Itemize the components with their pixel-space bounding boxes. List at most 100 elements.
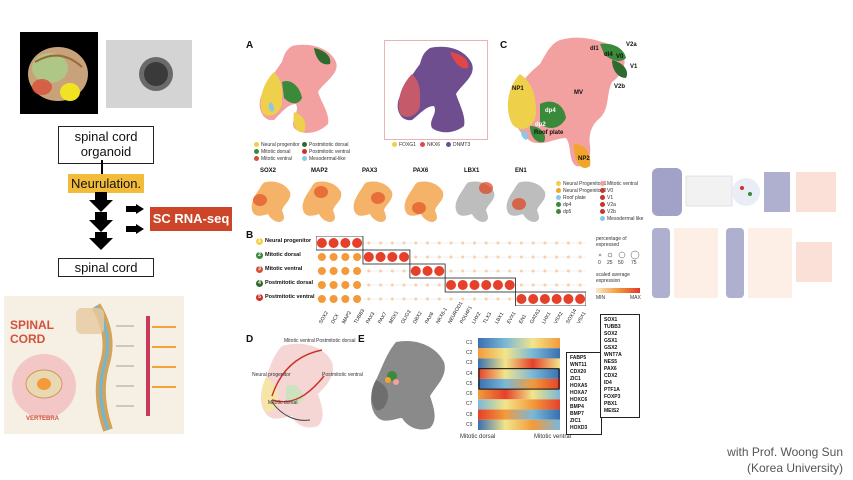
dotplot-dot: [402, 269, 406, 273]
organoid-3d-image: [20, 32, 98, 114]
dotplot-legend-title: percentage of expressed: [596, 236, 627, 248]
gene-list-item: BMP7: [570, 411, 584, 417]
feature-gene-label: PAX6: [413, 168, 429, 174]
row-number-badge: 2: [256, 252, 263, 259]
heatmap-highlight-box: [478, 368, 560, 390]
dotplot-col-label: TLX3: [482, 311, 494, 325]
gene-list-item: ID4: [604, 380, 612, 386]
credit-line-1: with Prof. Woong Sun: [727, 445, 843, 459]
cluster-v2b: V2b: [614, 84, 626, 90]
dotplot-dot: [461, 269, 465, 273]
dotplot-dot: [426, 283, 430, 287]
dotplot-row-label: 1 Neural progenitor: [256, 238, 311, 245]
heatmap-row: [478, 409, 560, 420]
dotplot-dot: [543, 241, 547, 245]
dotplot-dot: [578, 283, 582, 287]
gene-list-item: TUBB3: [604, 324, 621, 330]
dotplot-col-label: TUBB3: [353, 308, 367, 325]
dotplot-dot: [353, 295, 362, 303]
gene-list-item: FABP5: [570, 355, 587, 361]
gene-list-item: HOXA5: [570, 383, 588, 389]
dotplot-dot: [352, 238, 363, 248]
gene-list-item: NES5: [604, 359, 618, 365]
panel-d-label-3: Postmitotic ventral: [322, 372, 363, 378]
cluster-v2a: V2a: [626, 42, 637, 48]
organoid-render: [28, 47, 88, 101]
size-legend-1: 25: [607, 260, 613, 266]
dotplot-dot: [449, 269, 453, 273]
panel-d-label-0: Neural progenitor: [252, 372, 291, 378]
dotplot-dot: [472, 269, 476, 273]
dotplot-dot: [437, 297, 441, 301]
panel-a2-umap: [397, 46, 473, 133]
panel-a2-legend-1: NKX6: [420, 142, 440, 148]
dotplot-dot: [484, 269, 488, 273]
dotplot-dot: [434, 266, 445, 276]
dotplot-dot: [449, 255, 453, 259]
dotplot-dot: [317, 281, 326, 289]
heatmap-row: [478, 389, 560, 400]
panel-a2-legend-0: FOXG1: [392, 142, 416, 148]
dotplot-dot: [363, 252, 374, 262]
dotplot-col-label: GATA3: [529, 308, 543, 325]
cluster-v1: V1: [630, 64, 638, 70]
gene-list-item: SOX1: [604, 317, 618, 323]
row-number-badge: 1: [256, 238, 263, 245]
row-label-text: Postmitotic ventral: [265, 294, 315, 300]
dotplot-col-label: MAP2: [341, 310, 354, 325]
dotplot-dot: [539, 294, 550, 304]
dotplot-dot: [390, 269, 394, 273]
dotplot-dot: [461, 241, 465, 245]
dotplot-dot: [328, 238, 339, 248]
gene-list-item: HOXC6: [570, 397, 588, 403]
panel-d-label-1: Mitotic ventral: [284, 338, 315, 344]
row-number-badge: 3: [256, 266, 263, 273]
dotplot-dot: [555, 255, 559, 259]
dotplot-row-label: 2 Mitotic dorsal: [256, 252, 301, 259]
dotplot-dot: [402, 241, 406, 245]
panel-a-legend-3: Postmitotic dorsal: [302, 142, 348, 148]
dotplot-dot: [414, 241, 418, 245]
dotplot-dot: [481, 280, 492, 290]
dotplot-dot: [379, 297, 383, 301]
gene-list-item: HOXD3: [570, 425, 588, 431]
gene-list-item: PTF1A: [604, 387, 620, 393]
dotplot-dot: [329, 295, 338, 303]
cluster-mv: MV: [574, 90, 583, 96]
heatmap-row-label: C1: [466, 340, 473, 346]
dotplot-dot: [566, 269, 570, 273]
dotplot-dot: [414, 283, 418, 287]
cluster-np1: NP1: [512, 86, 524, 92]
dotplot-dot: [461, 255, 465, 259]
heatmap-row-label: C7: [466, 401, 473, 408]
dotplot-dot: [426, 255, 430, 259]
cluster-v0: V0: [616, 54, 624, 60]
panel-d-label-4: Mitotic dorsal: [268, 400, 298, 406]
panel-a-legend-0: Neural progenitor: [254, 142, 300, 148]
panel-b-label: B: [246, 230, 254, 241]
panel-a-legend-1: Mitotic dorsal: [254, 149, 290, 155]
dotplot-dot: [566, 283, 570, 287]
dotplot-dot: [566, 255, 570, 259]
dotplot-dot: [367, 269, 371, 273]
dotplot-col-label: SOX14: [564, 308, 578, 325]
dotplot-dot: [341, 253, 350, 261]
feature-plot-pax6: PAX6: [399, 168, 449, 224]
dotplot-dot: [555, 269, 559, 273]
dotplot-dot: [390, 283, 394, 287]
gene-list-item: ZIC1: [570, 376, 581, 382]
heatmap-row: [478, 338, 560, 349]
heatmap-row-label: C8: [466, 411, 473, 418]
dotplot-col-label: DBX2: [411, 310, 424, 325]
dotplot-dot: [341, 281, 350, 289]
dotplot-dot: [390, 241, 394, 245]
dotplot-col-label: LBX1: [494, 311, 506, 325]
dotplot-dot: [316, 238, 327, 248]
feature-hotspot: [253, 194, 267, 206]
cluster-np2: NP2: [578, 156, 590, 162]
gene-list-item: SOX2: [604, 331, 618, 337]
dotplot-dot: [575, 294, 586, 304]
heatmap-row-label: C6: [466, 391, 473, 398]
neurulation-label: Neurulation.: [68, 174, 145, 193]
dotplot-dot: [317, 295, 326, 303]
